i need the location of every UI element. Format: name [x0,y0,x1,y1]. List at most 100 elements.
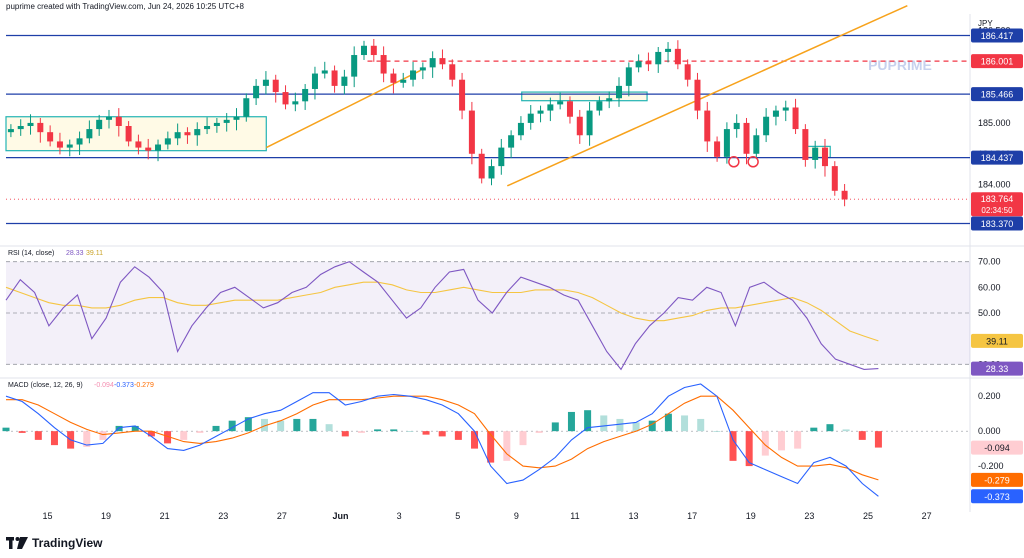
rsi-title: RSI (14, close) [8,250,54,257]
candle-body [478,153,485,179]
rsi-value-badge [971,333,1023,348]
trend-line [265,69,421,149]
macd-histogram-bar [551,422,559,432]
macd-histogram-bar [212,425,220,432]
candle-body [331,70,338,86]
macd-histogram-bar [99,431,107,440]
time-tick-label: 15 [42,511,52,521]
candle-body [66,144,73,148]
macd-histogram-bar [487,431,495,463]
candle-body [243,98,250,117]
macd-tick-label: 0.000 [978,426,1001,436]
candle-body [488,166,495,179]
candle-body [468,110,475,154]
macd-histogram-bar [357,431,365,433]
candle-body [841,190,848,200]
candle-body [782,107,789,111]
candle-body [557,101,564,105]
candle-body [714,141,721,157]
rsi-ma-line [5,281,879,342]
candle-body [164,138,171,145]
time-tick-label: 5 [455,511,460,521]
macd-histogram-bar [34,431,42,440]
candle-body [449,64,456,80]
macd-value-label: -0.279 [984,475,1010,485]
candle-body [537,110,544,114]
candle-body [821,147,828,167]
candle-body [96,119,103,130]
macd-histogram-bar [374,429,382,432]
candle-body [439,58,446,65]
candle-body [86,129,93,139]
rsi-value-label: 39.11 [986,336,1008,346]
candle-body [753,135,760,154]
macd-histogram-bar [810,427,818,432]
range-box [521,91,648,102]
macd-histogram-bar [616,418,624,432]
level-badge [971,54,1023,69]
time-tick-label: 21 [160,511,170,521]
candle-body [802,129,809,160]
candle-body [155,144,162,151]
price-tick-label: 184.000 [978,180,1011,190]
level-label: 186.417 [981,31,1014,41]
macd-histogram-bar [535,431,543,433]
macd-histogram-bar [131,425,139,432]
macd-histogram-bar [18,431,26,433]
candle-body [370,45,377,56]
candle-body [380,55,387,74]
macd-histogram-bar [438,431,446,437]
level-badge [971,87,1023,102]
time-tick-label: 23 [804,511,814,521]
macd-histogram-bar [325,424,333,432]
candle-body [17,126,24,130]
rsi-value-label: 28.33 [986,364,1009,374]
candle-body [253,85,260,99]
candle-body [194,129,201,136]
candle-body [429,58,436,68]
macd-histogram-bar [729,431,737,461]
candle-body [459,79,466,111]
candle-body [674,48,681,65]
macd-tick-label: 0.200 [978,391,1001,401]
time-tick-label: 13 [629,511,639,521]
macd-histogram-bar [648,420,656,432]
candle-body [174,132,181,139]
level-badge [971,216,1023,231]
time-tick-label: 17 [687,511,697,521]
candle-body [272,79,279,93]
price-tick-label: 185.000 [978,118,1011,128]
candle-body [645,61,652,65]
time-tick-label: 3 [397,511,402,521]
tradingview-logo-icon [6,537,28,549]
level-label: 186.001 [981,57,1014,67]
macd-histogram-bar [422,431,430,435]
trend-line [506,4,908,187]
candle-body [351,55,358,77]
macd-histogram-bar [858,431,866,440]
candle-body [547,104,554,111]
macd-histogram-bar [519,431,527,446]
rsi-tick-label: 60.00 [978,282,1001,292]
macd-histogram-bar [454,431,462,440]
candle-body [47,132,54,142]
rsi-line [5,261,879,371]
watermark: PUPRIME [868,57,932,73]
macd-histogram-bar [697,418,705,432]
candle-body [213,122,220,126]
macd-value-badge [971,489,1023,504]
macd-legend-value: -0.279 [134,382,154,389]
macd-histogram-bar [277,420,285,432]
rsi-tick-label: 70.00 [978,257,1001,267]
candle-body [37,122,44,133]
level-badge [971,28,1023,43]
time-tick-label: 25 [863,511,873,521]
candle-body [341,76,348,86]
macd-histogram-bar [2,427,10,432]
rsi-value-badge [971,361,1023,376]
time-tick-label: 19 [746,511,756,521]
macd-histogram-bar [503,431,511,461]
macd-histogram-bar [777,431,785,451]
candle-body [360,45,367,56]
